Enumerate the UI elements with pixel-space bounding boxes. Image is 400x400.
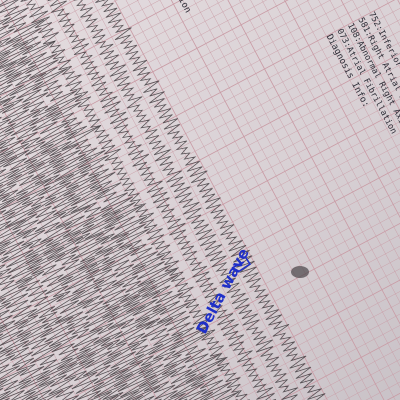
grid-line xyxy=(0,0,388,400)
grid-line xyxy=(0,0,400,263)
ecg-trace xyxy=(5,0,310,400)
grid-line xyxy=(0,0,326,400)
grid-line xyxy=(0,0,300,400)
grid-line xyxy=(0,0,400,387)
grid-line xyxy=(0,0,400,352)
grid-line xyxy=(0,0,335,400)
grid-line xyxy=(0,0,400,325)
grid-line xyxy=(0,0,291,400)
grid-line xyxy=(0,0,256,400)
ecg-trace xyxy=(0,0,219,400)
grid-line xyxy=(0,0,309,400)
grid-line xyxy=(0,0,273,400)
ecg-trace xyxy=(0,0,290,400)
grid-line xyxy=(0,0,400,316)
grid-line xyxy=(23,0,400,400)
ecg-traces xyxy=(0,0,326,400)
grid-line xyxy=(0,0,400,307)
grid-line xyxy=(0,0,353,400)
grid-line xyxy=(41,0,400,400)
ecg-trace xyxy=(0,0,270,400)
grid-line xyxy=(0,0,371,400)
grid-line xyxy=(0,0,400,343)
grid-line xyxy=(15,0,400,400)
grid-line xyxy=(0,0,318,400)
grid-line xyxy=(0,0,265,400)
arrow xyxy=(231,257,252,273)
grid-line xyxy=(0,0,400,281)
grid-line xyxy=(0,0,400,334)
grid-line xyxy=(0,0,400,290)
ecg-trace xyxy=(24,0,326,400)
grid-line xyxy=(0,0,282,400)
grid-line xyxy=(32,0,400,400)
smudge xyxy=(291,266,309,278)
grid-line xyxy=(50,0,400,400)
grid-line xyxy=(0,0,400,246)
ecg-trace xyxy=(0,0,165,400)
ecg-trace xyxy=(0,0,259,400)
grid-line xyxy=(0,0,400,360)
grid-line xyxy=(0,0,400,254)
ecg-trace xyxy=(0,0,248,400)
grid-line xyxy=(0,0,238,400)
grid-line xyxy=(0,0,400,378)
ecg-trace xyxy=(0,0,184,400)
ecg-trace xyxy=(0,0,208,400)
grid-line xyxy=(6,0,400,400)
